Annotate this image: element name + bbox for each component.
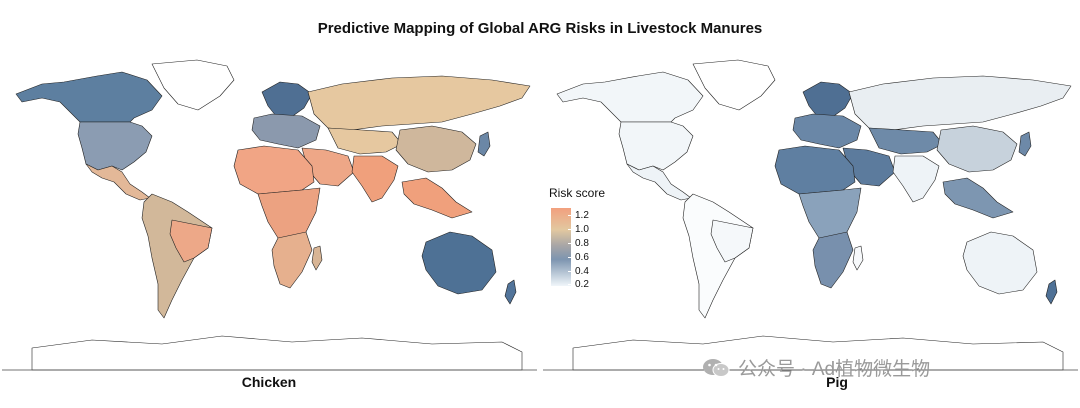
chicken-region-brazil-east [169,219,213,263]
chicken-region-africa-south [271,231,313,289]
chicken-panel-label: Chicken [241,374,297,390]
chicken-region-madagascar [311,245,323,271]
pig-region-africa-north [774,145,856,195]
legend-tick-0-6: 0.6 [568,252,589,263]
chicken-region-southeast-asia [401,177,473,219]
chicken-region-north-america [15,71,163,123]
chicken-region-mexico-central [85,163,151,201]
legend-tick-0-4: 0.4 [568,266,589,277]
chicken-region-usa [77,121,153,171]
pig-region-southeast-asia [942,177,1014,219]
figure-title: Predictive Mapping of Global ARG Risks i… [317,20,763,37]
chicken-region-africa-central [257,187,321,241]
chicken-region-nz [504,279,517,305]
legend-tick-0-2: 0.2 [568,279,589,290]
pig-region-south-america [682,193,754,319]
chicken-region-china [395,125,477,173]
pig-panel-label: Pig [826,374,848,390]
chicken-region-russia [307,75,531,131]
pig-region-brazil-east [710,219,754,263]
pig-region-india [892,155,940,203]
chicken-region-africa-north [233,145,315,195]
pig-region-china [936,125,1018,173]
legend-title: Risk score [549,186,606,200]
pig-region-north-america [556,71,704,123]
watermark-text: 公众号 · Ad植物微生物 [738,359,931,380]
chicken-region-south-america [141,193,213,319]
pig-region-greenland [692,59,776,111]
chicken-region-australia [421,231,497,295]
pig-region-africa-south [812,231,854,289]
pig-region-australia [962,231,1038,295]
chicken-region-greenland [151,59,235,111]
pig-region-central-asia [868,127,944,155]
pig-region-africa-central [798,187,862,241]
chicken-region-india [351,155,399,203]
watermark: 公众号 · Ad植物微生物 [702,354,930,381]
legend-tick-1-0: 1.0 [568,224,589,235]
pig-region-usa [618,121,694,171]
pig-region-mexico-central [626,163,692,201]
legend-tick-0-8: 0.8 [568,238,589,249]
legend-color-bar [551,208,571,286]
pig-region-europe-central [792,113,862,149]
pig-region-russia [848,75,1072,131]
pig-region-europe-north [802,81,854,119]
pig-region-nz [1045,279,1058,305]
risk-score-legend: Risk score 1.2 1.0 0.8 0.6 0.4 0.2 [549,186,639,306]
chicken-region-japan [477,131,491,157]
pig-region-madagascar [852,245,864,271]
chicken-region-europe-central [251,113,321,149]
chicken-region-antarctica [31,335,523,371]
pig-map [543,52,1078,374]
chicken-map [2,52,537,374]
wechat-icon [703,358,730,377]
chicken-region-europe-north [261,81,313,119]
legend-tick-1-2: 1.2 [568,210,589,221]
chicken-region-central-asia [327,127,403,155]
pig-region-japan [1018,131,1032,157]
